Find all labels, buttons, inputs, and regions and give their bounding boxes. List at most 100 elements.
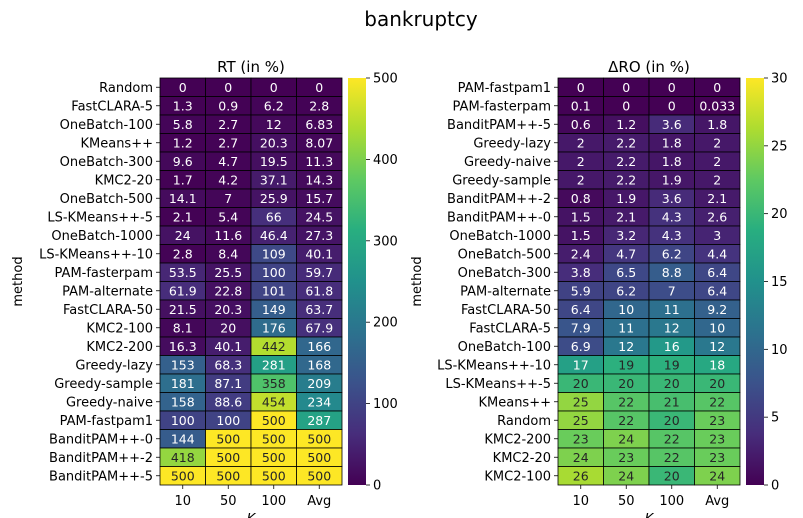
x-tick-label: 100 (261, 494, 286, 509)
cell-value-label: 0.1 (571, 98, 591, 113)
cell-value-label: 358 (262, 376, 286, 391)
cell-value-label: 0 (179, 80, 187, 95)
cell-value-label: 16 (664, 339, 680, 354)
cell-value-label: 15.7 (305, 191, 333, 206)
cell-value-label: 6.9 (571, 339, 591, 354)
cell-value-label: 16.3 (169, 339, 197, 354)
colorbar-tick-label: 30 (771, 72, 788, 87)
figure-title: bankruptcy (364, 7, 478, 31)
y-tick-label: BanditPAM++-2 (447, 192, 551, 207)
cell-value-label: 100 (216, 413, 240, 428)
cell-value-label: 68.3 (214, 357, 242, 372)
y-tick-label: FastCLARA-5 (71, 99, 153, 114)
cell-value-label: 3 (713, 228, 721, 243)
rt-colorbar (348, 78, 366, 485)
cell-value-label: 6.4 (571, 302, 591, 317)
y-tick-label: OneBatch-100 (60, 118, 153, 133)
cell-value-label: 1.5 (571, 209, 591, 224)
cell-value-label: 2 (577, 154, 585, 169)
cell-value-label: 20 (664, 468, 680, 483)
cell-value-label: 0 (668, 98, 676, 113)
cell-value-label: 6.2 (616, 283, 636, 298)
colorbar-tick-label: 100 (373, 397, 398, 412)
cell-value-label: 149 (262, 302, 286, 317)
cell-value-label: 22 (664, 431, 680, 446)
cell-value-label: 234 (307, 394, 331, 409)
cell-value-label: 61.9 (169, 283, 197, 298)
y-tick-label: KMC2-200 (86, 340, 153, 355)
rt-y-axis-label: method (11, 256, 26, 306)
cell-value-label: 18 (709, 357, 725, 372)
cell-value-label: 22.8 (214, 283, 242, 298)
cell-value-label: 2.1 (173, 209, 193, 224)
y-tick-label: KMC2-20 (493, 451, 551, 466)
x-tick-label: Avg (705, 494, 729, 509)
cell-value-label: 5.4 (218, 209, 238, 224)
cell-value-label: 22 (618, 413, 634, 428)
cell-value-label: 2 (713, 154, 721, 169)
x-tick-label: 50 (618, 494, 635, 509)
cell-value-label: 100 (171, 413, 195, 428)
cell-value-label: 66 (266, 209, 282, 224)
cell-value-label: 0 (577, 80, 585, 95)
delta-ro-y-axis-label: method (410, 256, 425, 306)
cell-value-label: 500 (216, 431, 240, 446)
cell-value-label: 11 (618, 320, 634, 335)
cell-value-label: 19.5 (260, 154, 288, 169)
cell-value-label: 1.7 (173, 172, 193, 187)
cell-value-label: 25.9 (260, 191, 288, 206)
cell-value-label: 500 (171, 468, 195, 483)
cell-value-label: 12 (664, 320, 680, 335)
cell-value-label: 26 (573, 468, 589, 483)
cell-value-label: 11 (664, 302, 680, 317)
y-tick-label: PAM-fasterpam (55, 266, 153, 281)
cell-value-label: 5.9 (571, 283, 591, 298)
x-tick-label: 10 (572, 494, 589, 509)
cell-value-label: 1.8 (662, 154, 682, 169)
cell-value-label: 37.1 (260, 172, 288, 187)
cell-value-label: 7.9 (571, 320, 591, 335)
y-tick-label: FastCLARA-50 (461, 303, 551, 318)
cell-value-label: 88.6 (214, 394, 242, 409)
cell-value-label: 4.3 (662, 228, 682, 243)
cell-value-label: 24 (709, 468, 725, 483)
cell-value-label: 59.7 (305, 265, 333, 280)
cell-value-label: 2.2 (616, 172, 636, 187)
cell-value-label: 2.7 (218, 117, 238, 132)
cell-value-label: 21 (664, 394, 680, 409)
cell-value-label: 12 (709, 339, 725, 354)
cell-value-label: 1.3 (173, 98, 193, 113)
cell-value-label: 24.5 (305, 209, 333, 224)
cell-value-label: 1.2 (616, 117, 636, 132)
cell-value-label: 40.1 (305, 246, 333, 261)
cell-value-label: 166 (307, 339, 331, 354)
cell-value-label: 23 (709, 450, 725, 465)
cell-value-label: 500 (307, 431, 331, 446)
cell-value-label: 8.4 (218, 246, 238, 261)
cell-value-label: 8.1 (173, 320, 193, 335)
cell-value-label: 4.7 (218, 154, 238, 169)
cell-value-label: 2.1 (616, 209, 636, 224)
y-tick-label: LS-KMeans++-5 (47, 210, 153, 225)
y-tick-label: Greedy-sample (452, 173, 551, 188)
cell-value-label: 3.2 (616, 228, 636, 243)
y-tick-label: Greedy-lazy (75, 358, 153, 373)
cell-value-label: 181 (171, 376, 195, 391)
y-tick-label: BanditPAM++-0 (49, 432, 153, 447)
cell-value-label: 23 (709, 431, 725, 446)
colorbar-tick-label: 25 (771, 139, 788, 154)
x-tick-label: Avg (307, 494, 331, 509)
cell-value-label: 1.9 (662, 172, 682, 187)
y-tick-label: OneBatch-300 (458, 266, 551, 281)
y-tick-label: Greedy-naive (66, 395, 153, 410)
colorbar-tick-label: 300 (373, 234, 398, 249)
y-tick-label: KMC2-200 (484, 432, 551, 447)
cell-value-label: 6.4 (707, 283, 727, 298)
x-tick-label: 10 (174, 494, 191, 509)
cell-value-label: 8.8 (662, 265, 682, 280)
cell-value-label: 19 (664, 357, 680, 372)
rt-x-axis-label: K (247, 512, 257, 518)
cell-value-label: 3.6 (662, 191, 682, 206)
y-tick-label: KMC2-20 (95, 173, 153, 188)
cell-value-label: 500 (262, 468, 286, 483)
